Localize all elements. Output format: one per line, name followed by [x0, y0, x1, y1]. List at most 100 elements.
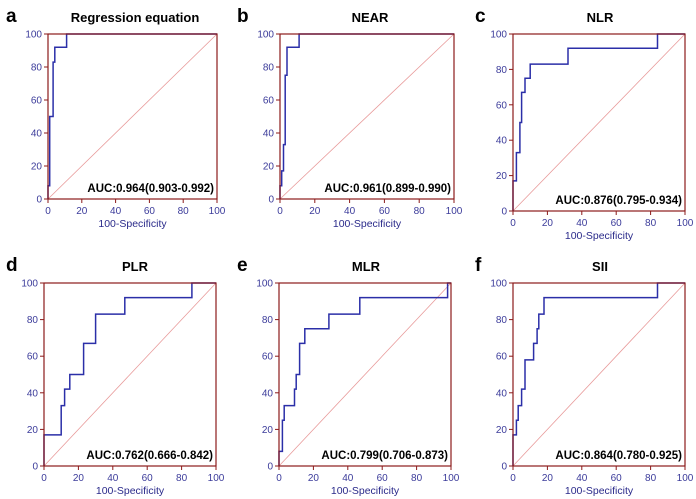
y-tick-label: 100 [490, 279, 507, 290]
x-tick-label: 100 [677, 218, 694, 229]
reference-diagonal [279, 33, 455, 200]
y-tick-label: 40 [27, 388, 39, 399]
x-tick-label: 80 [178, 206, 190, 217]
chart-title: NEAR [352, 10, 389, 25]
y-tick-label: 80 [31, 63, 43, 74]
reference-diagonal [47, 33, 218, 200]
x-tick-label: 100 [446, 206, 463, 217]
x-axis-label: 100-Specificity [331, 485, 400, 497]
roc-curve [279, 33, 454, 199]
panel-letter: e [237, 255, 248, 276]
x-tick-label: 40 [344, 206, 356, 217]
y-tick-label: 40 [31, 129, 43, 140]
y-tick-label: 20 [496, 425, 508, 436]
x-tick-label: 0 [41, 473, 47, 484]
x-tick-label: 60 [142, 473, 154, 484]
y-tick-label: 100 [21, 279, 38, 290]
x-axis-label: 100-Specificity [333, 218, 402, 230]
x-axis-label: 100-Specificity [96, 485, 165, 497]
x-tick-label: 40 [107, 473, 119, 484]
x-tick-label: 40 [576, 218, 588, 229]
plot-frame [278, 282, 452, 467]
y-tick-label: 100 [257, 30, 274, 41]
reference-diagonal [278, 282, 452, 467]
y-tick-label: 60 [262, 352, 274, 363]
y-tick-label: 0 [267, 462, 273, 473]
chart-title: Regression equation [71, 10, 200, 25]
x-tick-label: 60 [611, 473, 623, 484]
auc-annotation: AUC:0.961(0.899-0.990) [324, 183, 451, 195]
plot-frame [512, 33, 686, 212]
y-tick-label: 100 [490, 30, 507, 41]
y-tick-label: 20 [496, 171, 508, 182]
x-tick-label: 100 [208, 473, 225, 484]
y-tick-label: 80 [263, 63, 275, 74]
x-tick-label: 80 [411, 473, 423, 484]
y-tick-label: 0 [36, 195, 42, 206]
y-tick-label: 80 [27, 315, 39, 326]
y-tick-label: 80 [262, 315, 274, 326]
x-tick-label: 40 [576, 473, 588, 484]
x-tick-label: 80 [176, 473, 188, 484]
x-tick-label: 20 [308, 473, 320, 484]
x-tick-label: 0 [277, 206, 283, 217]
y-tick-label: 0 [32, 462, 38, 473]
y-tick-label: 0 [501, 207, 507, 218]
x-tick-label: 40 [342, 473, 354, 484]
y-tick-label: 0 [268, 195, 274, 206]
chart-title: SII [592, 259, 608, 274]
y-tick-label: 60 [27, 352, 39, 363]
x-tick-label: 0 [276, 473, 282, 484]
panel-c: c NLR 0 20 40 60 80 100 0 20 40 60 80 100 100-Specific… [475, 6, 694, 242]
roc-curve [278, 282, 451, 466]
y-tick-label: 80 [496, 65, 508, 76]
x-tick-label: 60 [379, 206, 391, 217]
auc-annotation: AUC:0.964(0.903-0.992) [87, 183, 214, 195]
x-tick-label: 60 [144, 206, 156, 217]
x-tick-label: 80 [414, 206, 426, 217]
plot-frame [43, 282, 217, 467]
y-tick-label: 20 [27, 425, 39, 436]
panel-letter: b [237, 6, 249, 27]
x-tick-label: 20 [542, 218, 554, 229]
chart-title: MLR [352, 259, 381, 274]
auc-annotation: AUC:0.762(0.666-0.842) [86, 450, 213, 462]
x-tick-label: 100 [677, 473, 694, 484]
auc-annotation: AUC:0.864(0.780-0.925) [555, 450, 682, 462]
x-tick-label: 20 [76, 206, 88, 217]
roc-curve [47, 33, 217, 199]
y-tick-label: 0 [501, 462, 507, 473]
y-tick-label: 40 [262, 388, 274, 399]
x-tick-label: 60 [377, 473, 389, 484]
y-tick-label: 40 [263, 129, 275, 140]
y-tick-label: 100 [25, 30, 42, 41]
y-tick-label: 20 [262, 425, 274, 436]
chart-title: NLR [587, 10, 614, 25]
plot-frame [47, 33, 218, 200]
x-tick-label: 40 [110, 206, 122, 217]
plot-frame [512, 282, 686, 467]
x-tick-label: 100 [443, 473, 460, 484]
x-tick-label: 80 [645, 218, 657, 229]
x-axis-label: 100-Specificity [98, 218, 167, 230]
roc-curve [512, 33, 685, 211]
panel-letter: a [6, 6, 17, 27]
y-tick-label: 40 [496, 388, 508, 399]
roc-curve [512, 282, 685, 466]
x-tick-label: 20 [309, 206, 321, 217]
panel-d: d PLR 0 20 40 60 80 100 0 20 40 60 80 100 100-Specific… [6, 255, 225, 497]
reference-diagonal [512, 282, 686, 467]
y-tick-label: 20 [31, 162, 43, 173]
y-tick-label: 100 [256, 279, 273, 290]
panel-letter: f [475, 255, 482, 276]
y-tick-label: 60 [496, 352, 508, 363]
x-tick-label: 0 [510, 473, 516, 484]
panel-letter: c [475, 6, 486, 27]
x-tick-label: 0 [510, 218, 516, 229]
x-tick-label: 80 [645, 473, 657, 484]
roc-curve [43, 282, 216, 466]
reference-diagonal [512, 33, 686, 212]
panel-e: e MLR 0 20 40 60 80 100 0 20 40 60 80 100 100-Specific… [237, 255, 460, 497]
plot-frame [279, 33, 455, 200]
